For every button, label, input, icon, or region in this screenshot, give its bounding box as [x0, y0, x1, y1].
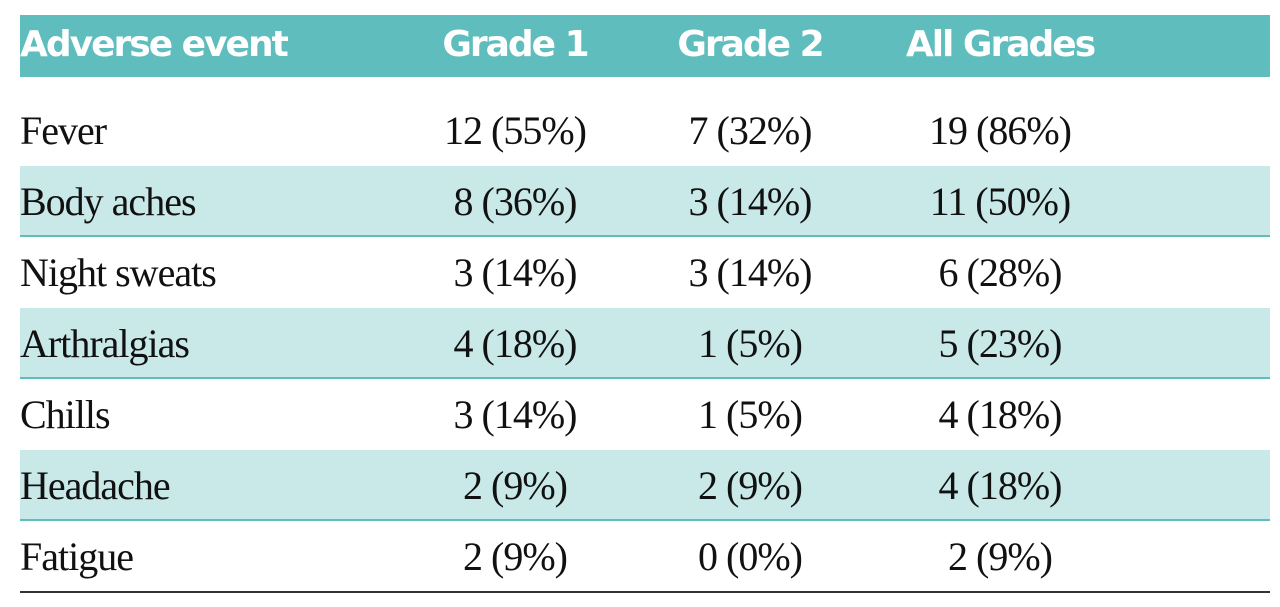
value-cell: 3 (14%) — [453, 392, 578, 437]
value-cell: 3 (14%) — [453, 250, 578, 295]
value-cell: 3 (14%) — [688, 250, 813, 295]
value-cell: 4 (18%) — [938, 463, 1063, 508]
table-header: Adverse event Grade 1 Grade 2 All Grades — [20, 15, 1270, 77]
value-cell: 8 (36%) — [453, 179, 578, 224]
event-cell: Night sweats — [20, 250, 217, 295]
value-cell: 2 (9%) — [948, 534, 1053, 579]
event-cell: Chills — [20, 392, 111, 437]
table-row: Fatigue 2 (9%) 0 (0%) 2 (9%) — [20, 521, 1270, 592]
column-header: Grade 1 — [442, 24, 589, 65]
value-cell: 2 (9%) — [698, 463, 803, 508]
event-cell: Arthralgias — [20, 321, 190, 366]
value-cell: 4 (18%) — [453, 321, 578, 366]
value-cell: 2 (9%) — [463, 534, 568, 579]
value-cell: 19 (86%) — [929, 108, 1072, 153]
event-cell: Body aches — [20, 179, 197, 224]
column-header: Adverse event — [20, 24, 289, 65]
table-row: Night sweats 3 (14%) 3 (14%) 6 (28%) — [20, 237, 1270, 308]
table-row: Headache 2 (9%) 2 (9%) 4 (18%) — [20, 450, 1270, 521]
column-header: All Grades — [905, 24, 1096, 65]
value-cell: 11 (50%) — [929, 179, 1071, 224]
table-bottom-rule — [20, 591, 1270, 593]
table-row: Fever 12 (55%) 7 (32%) 19 (86%) — [20, 95, 1270, 166]
event-cell: Fatigue — [20, 534, 134, 579]
table-row: Chills 3 (14%) 1 (5%) 4 (18%) — [20, 379, 1270, 450]
value-cell: 2 (9%) — [463, 463, 568, 508]
value-cell: 12 (55%) — [444, 108, 587, 153]
value-cell: 1 (5%) — [698, 392, 803, 437]
value-cell: 4 (18%) — [938, 392, 1063, 437]
value-cell: 1 (5%) — [698, 321, 803, 366]
table-row: Body aches 8 (36%) 3 (14%) 11 (50%) — [20, 166, 1270, 237]
value-cell: 3 (14%) — [688, 179, 813, 224]
value-cell: 5 (23%) — [938, 321, 1063, 366]
event-cell: Fever — [20, 108, 107, 153]
event-cell: Headache — [20, 463, 171, 508]
value-cell: 0 (0%) — [698, 534, 803, 579]
column-header: Grade 2 — [677, 24, 824, 65]
value-cell: 6 (28%) — [938, 250, 1063, 295]
value-cell: 7 (32%) — [688, 108, 813, 153]
table-row: Arthralgias 4 (18%) 1 (5%) 5 (23%) — [20, 308, 1270, 379]
